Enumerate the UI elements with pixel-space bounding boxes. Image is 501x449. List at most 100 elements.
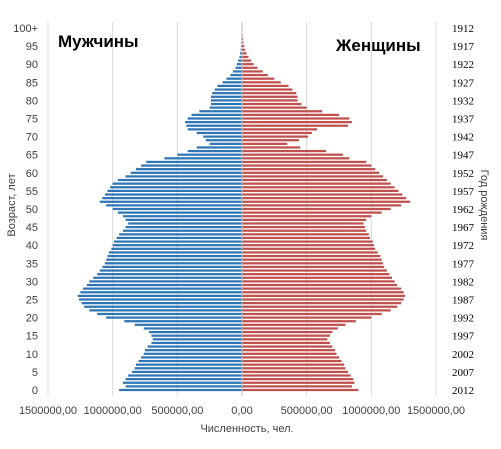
female-bar-age-41: [242, 240, 373, 243]
female-bar-age-52: [242, 200, 411, 203]
x-tick-label-4: 500000,00: [281, 405, 333, 417]
age-tick-label-75: 75: [26, 114, 38, 126]
female-bar-age-10: [242, 352, 337, 355]
male-bar-age-9: [141, 356, 242, 359]
female-bar-age-6: [242, 367, 346, 370]
female-bar-age-16: [242, 330, 333, 334]
year-tick-label-1922: 1922: [452, 59, 474, 71]
male-bar-age-61: [135, 168, 242, 171]
male-bar-age-39: [111, 247, 242, 250]
male-bar-age-35: [104, 262, 242, 265]
y-axis-title: Возраст, лет: [6, 173, 18, 236]
male-bar-age-64: [164, 157, 242, 160]
male-bar-age-89: [235, 66, 242, 69]
male-bar-age-69: [205, 139, 242, 142]
male-series: [77, 26, 243, 392]
male-bar-age-84: [217, 84, 242, 88]
x-tick-label-5: 1000000,00: [342, 405, 400, 417]
male-bar-age-48: [123, 215, 242, 218]
female-bar-age-15: [242, 334, 330, 337]
male-bar-age-60: [130, 171, 242, 174]
male-bar-age-34: [102, 265, 242, 269]
age-axis-ticks: 0 5 10 15 20 25 30 35 40 45 50 55 60 65 70 75 80 85 90 95 10…: [13, 23, 38, 397]
birth-year-axis-ticks: 2012 2007 2002 1997 1992 1987 1982 1977 1972 1967…: [452, 23, 475, 397]
male-bar-age-75: [187, 117, 242, 120]
female-bar-age-49: [242, 211, 382, 214]
age-tick-label-100: 100+: [13, 23, 38, 35]
male-bar-age-7: [135, 363, 242, 366]
age-tick-label-70: 70: [26, 132, 38, 144]
male-bar-age-79: [210, 102, 242, 106]
year-tick-label-1987: 1987: [452, 295, 475, 307]
male-bar-age-51: [106, 204, 242, 207]
male-bar-age-25: [79, 298, 242, 301]
male-bar-age-36: [106, 258, 242, 261]
male-bar-age-19: [124, 320, 242, 323]
male-bar-age-95: [240, 44, 242, 48]
female-bar-age-24: [242, 301, 402, 305]
age-tick-label-15: 15: [26, 331, 38, 343]
female-bar-age-30: [242, 280, 395, 283]
male-bar-age-2: [123, 381, 242, 384]
male-bar-age-30: [89, 280, 243, 283]
male-bar-age-0: [119, 388, 242, 392]
female-bar-age-58: [242, 178, 387, 182]
male-bar-age-63: [146, 160, 242, 164]
male-bar-age-5: [132, 370, 242, 374]
age-tick-label-65: 65: [26, 150, 38, 162]
x-tick-label-1: 1000000,00: [84, 405, 142, 417]
male-bar-age-74: [185, 120, 242, 124]
female-bar-age-47: [242, 218, 367, 221]
male-bar-age-86: [226, 77, 242, 80]
male-bar-age-58: [117, 178, 242, 182]
male-bar-age-47: [125, 218, 242, 221]
male-bar-age-41: [113, 240, 243, 243]
male-bar-age-16: [148, 330, 242, 334]
male-bar-age-24: [81, 301, 242, 305]
male-bar-age-45: [125, 225, 242, 229]
male-bar-age-88: [232, 70, 242, 73]
female-bar-age-28: [242, 287, 402, 290]
male-bar-age-73: [186, 124, 242, 127]
female-bar-age-13: [242, 341, 330, 345]
male-bar-age-68: [209, 142, 242, 145]
male-bar-age-85: [222, 81, 242, 84]
male-bar-age-14: [152, 338, 242, 341]
female-bar-age-75: [242, 117, 350, 120]
male-bar-age-50: [112, 207, 243, 211]
female-bar-age-81: [242, 95, 298, 98]
year-tick-label-1942: 1942: [452, 132, 474, 144]
age-tick-label-0: 0: [32, 385, 38, 397]
male-bar-age-49: [117, 211, 242, 214]
male-bar-age-37: [107, 254, 242, 258]
year-tick-label-2007: 2007: [452, 367, 475, 379]
male-bar-age-18: [134, 323, 242, 326]
male-bar-age-4: [128, 374, 242, 377]
male-bar-age-71: [196, 131, 242, 135]
female-bar-age-86: [242, 77, 275, 80]
female-bar-age-96: [242, 41, 244, 44]
year-tick-label-1937: 1937: [452, 114, 475, 126]
female-bar-age-93: [242, 52, 247, 55]
female-bar-age-56: [242, 186, 395, 189]
female-bar-age-4: [242, 374, 351, 377]
male-bar-age-20: [106, 316, 242, 319]
male-bar-age-32: [97, 273, 242, 276]
male-bar-age-42: [116, 236, 242, 240]
x-tick-label-6: 1500000,00: [407, 405, 465, 417]
male-bar-age-67: [196, 146, 242, 149]
female-bar-age-83: [242, 88, 293, 91]
year-tick-label-1912: 1912: [452, 23, 474, 35]
male-bar-age-28: [82, 287, 242, 290]
male-bar-age-94: [240, 48, 242, 51]
x-axis-title: Численность, чел.: [200, 423, 293, 435]
female-bar-age-94: [242, 48, 246, 51]
female-bar-age-46: [242, 222, 364, 225]
year-tick-label-2012: 2012: [452, 385, 474, 397]
male-bar-age-26: [77, 294, 242, 298]
female-panel-title: Женщины: [335, 36, 421, 55]
age-tick-label-55: 55: [26, 186, 38, 198]
age-tick-label-20: 20: [26, 313, 38, 325]
female-bar-age-74: [242, 120, 352, 124]
